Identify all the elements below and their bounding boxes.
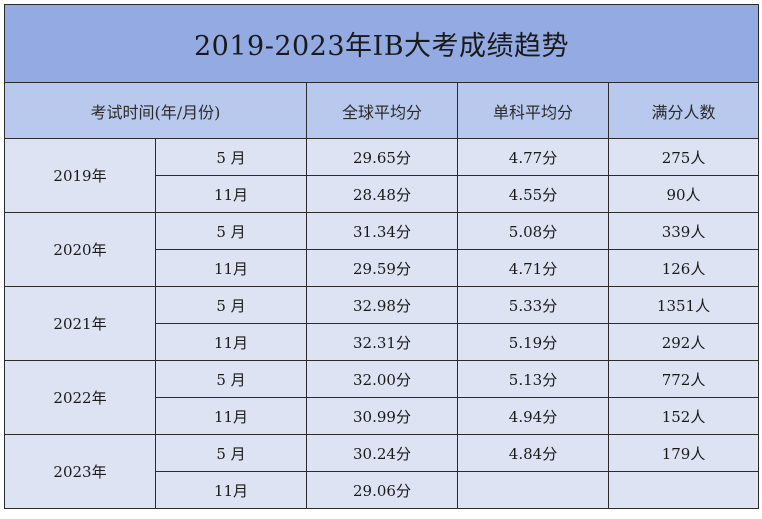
ib-score-table-container: 2019-2023年IB大考成绩趋势 考试时间(年/月份) 全球平均分 单科平均… <box>3 4 760 509</box>
global-avg-cell: 31.34分 <box>306 212 458 250</box>
full-score-cell: 90人 <box>607 175 760 213</box>
global-avg-cell: 29.59分 <box>306 249 458 287</box>
full-score-cell: 152人 <box>607 397 760 435</box>
table-row: 11月 28.48分 4.55分 90人 <box>5 175 760 213</box>
month-cell: 5 月 <box>155 360 307 398</box>
table-row: 11月 30.99分 4.94分 152人 <box>5 397 760 435</box>
table-row: 2023年 5 月 30.24分 4.84分 179人 <box>4 434 760 509</box>
month-cell: 5 月 <box>155 212 307 250</box>
month-cell: 5 月 <box>155 434 307 472</box>
year-cell: 2023年 <box>4 434 156 509</box>
month-cell: 11月 <box>155 323 307 361</box>
full-score-cell: 179人 <box>607 434 760 472</box>
table-row: 11月 32.31分 5.19分 292人 <box>5 323 760 361</box>
table-body: 2019年 5 月 29.65分 4.77分 275人 11月 28.48分 4… <box>4 138 760 509</box>
global-avg-cell: 32.98分 <box>306 286 458 324</box>
global-avg-cell: 30.99分 <box>306 397 458 435</box>
full-score-cell: 772人 <box>607 360 760 398</box>
month-cell: 11月 <box>155 471 307 509</box>
subject-avg-cell: 5.19分 <box>457 323 609 361</box>
full-score-cell: 1351人 <box>607 286 760 324</box>
full-score-cell: 292人 <box>607 323 760 361</box>
global-avg-cell: 29.06分 <box>306 471 458 509</box>
subject-avg-cell: 5.13分 <box>457 360 609 398</box>
table-row: 2021年 5 月 32.98分 5.33分 1351人 <box>4 286 760 361</box>
subject-avg-cell: 4.94分 <box>457 397 609 435</box>
table-title: 2019-2023年IB大考成绩趋势 <box>3 4 760 83</box>
full-score-cell <box>607 471 760 509</box>
full-score-cell: 339人 <box>607 212 760 250</box>
header-exam-time: 考试时间(年/月份) <box>4 82 307 139</box>
month-cell: 11月 <box>155 397 307 435</box>
subject-avg-cell: 5.08分 <box>457 212 609 250</box>
ib-score-table: 2019-2023年IB大考成绩趋势 考试时间(年/月份) 全球平均分 单科平均… <box>3 4 760 509</box>
subject-avg-cell: 4.55分 <box>457 175 609 213</box>
table-row: 11月 29.59分 4.71分 126人 <box>5 249 760 287</box>
year-cell: 2022年 <box>4 360 156 435</box>
global-avg-cell: 32.31分 <box>306 323 458 361</box>
header-global-avg: 全球平均分 <box>306 82 458 139</box>
table-row: 2022年 5 月 32.00分 5.13分 772人 <box>4 360 760 435</box>
full-score-cell: 275人 <box>607 138 760 176</box>
table-row: 2019年 5 月 29.65分 4.77分 275人 <box>4 138 760 213</box>
table-row: 11月 29.06分 <box>5 471 760 509</box>
month-cell: 11月 <box>155 249 307 287</box>
global-avg-cell: 29.65分 <box>306 138 458 176</box>
subject-avg-cell: 4.71分 <box>457 249 609 287</box>
global-avg-cell: 32.00分 <box>306 360 458 398</box>
subject-avg-cell: 4.77分 <box>457 138 609 176</box>
year-cell: 2020年 <box>4 212 156 287</box>
global-avg-cell: 30.24分 <box>306 434 458 472</box>
subject-avg-cell: 5.33分 <box>457 286 609 324</box>
month-cell: 11月 <box>155 175 307 213</box>
header-subject-avg: 单科平均分 <box>457 82 609 139</box>
global-avg-cell: 28.48分 <box>306 175 458 213</box>
table-row: 2020年 5 月 31.34分 5.08分 339人 <box>4 212 760 287</box>
subject-avg-cell <box>457 471 609 509</box>
month-cell: 5 月 <box>155 138 307 176</box>
year-cell: 2019年 <box>4 138 156 213</box>
header-full-score-count: 满分人数 <box>607 82 760 139</box>
year-cell: 2021年 <box>4 286 156 361</box>
full-score-cell: 126人 <box>607 249 760 287</box>
month-cell: 5 月 <box>155 286 307 324</box>
subject-avg-cell: 4.84分 <box>457 434 609 472</box>
